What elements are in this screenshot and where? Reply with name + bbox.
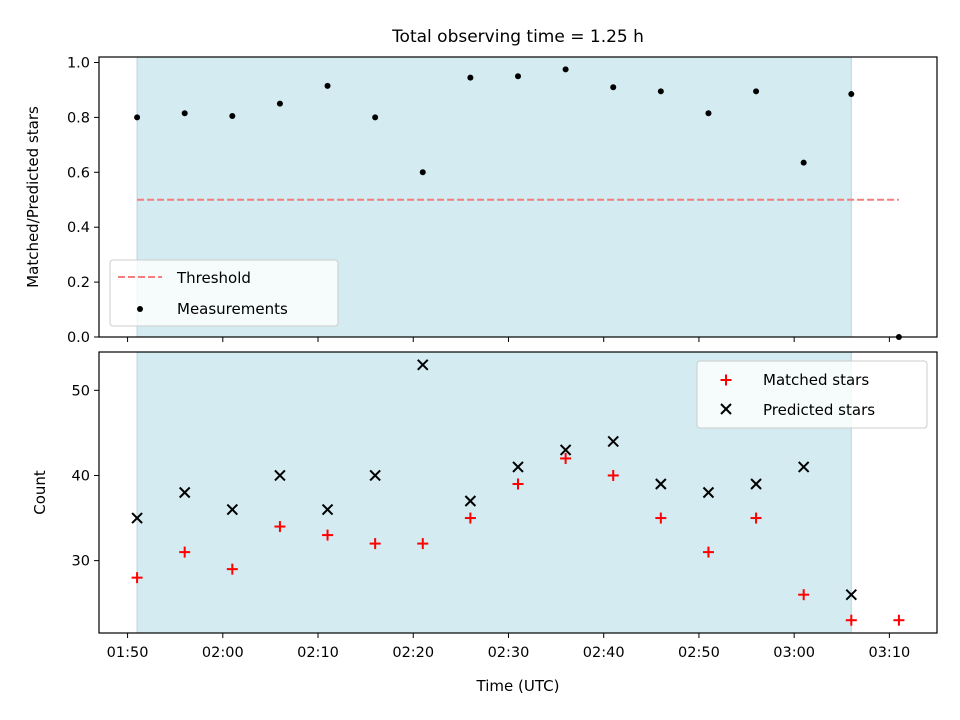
count-x-ticks: 01:50 02:00 02:10 02:20 02:30 02:40 02:50 03:00… <box>107 633 910 661</box>
matched-star-point <box>274 521 286 533</box>
predicted-star-point <box>321 503 334 516</box>
predicted-star-point <box>559 444 572 456</box>
measurement-point <box>705 110 712 117</box>
measurement-point <box>753 88 760 95</box>
matched-star-point <box>226 563 238 575</box>
matched-star-point <box>464 512 476 524</box>
measurement-point <box>848 91 855 98</box>
measurement-point <box>467 74 474 81</box>
x-tick-label: 03:00 <box>773 645 815 661</box>
count-axes-frame <box>98 351 938 634</box>
predicted-star-point <box>226 503 239 516</box>
measurement-point <box>657 88 664 95</box>
count-legend-box <box>696 360 928 429</box>
predicted-star-point <box>797 461 810 473</box>
predicted-star-point <box>464 495 477 507</box>
predicted-star-point <box>845 588 858 601</box>
count-points <box>131 359 905 626</box>
x-axis-label: Time (UTC) <box>476 677 560 695</box>
y-tick-label: 0.0 <box>67 330 90 346</box>
ratio-legend: Threshold Measurements <box>109 259 339 327</box>
measurement-point <box>800 159 807 166</box>
predicted-star-point <box>702 486 715 499</box>
matched-star-point <box>893 614 905 626</box>
y-tick-label: 0.4 <box>67 220 90 236</box>
matched-star-point <box>369 538 381 550</box>
measurement-point <box>229 113 236 120</box>
predicted-star-point <box>131 512 143 524</box>
matched-star-point <box>560 452 572 464</box>
legend-predicted-swatch <box>720 403 732 415</box>
x-tick-label: 02:30 <box>488 645 530 661</box>
y-tick-label: 40 <box>72 468 90 484</box>
matched-star-point <box>655 512 667 524</box>
measurement-point <box>181 110 188 117</box>
ratio-axes-frame <box>98 56 938 338</box>
predicted-star-point <box>417 359 429 371</box>
measurement-point <box>372 114 379 121</box>
y-tick-label: 0.8 <box>67 110 90 126</box>
ratio-x-ticks <box>127 337 890 342</box>
predicted-star-point <box>274 469 286 482</box>
ratio-panel: 0.0 0.2 0.4 0.6 0.8 1.0 Matched/Predicted sta… <box>24 55 938 346</box>
legend-measurements-label: Measurements <box>177 300 288 318</box>
measurement-points <box>134 66 902 340</box>
matched-star-point <box>750 512 762 524</box>
measurement-point <box>134 114 141 121</box>
count-panel: 30 40 50 01:50 02:00 02:10 02:20 02:30 02:40 02:… <box>31 351 938 661</box>
legend-matched-label: Matched stars <box>763 371 869 389</box>
y-tick-label: 0.2 <box>67 275 90 291</box>
count-y-ticks: 30 40 50 <box>72 383 99 570</box>
legend-predicted-label: Predicted stars <box>763 401 875 419</box>
measurement-point <box>610 84 617 91</box>
x-tick-label: 02:50 <box>678 645 720 661</box>
y-tick-label: 0.6 <box>67 165 90 181</box>
ratio-y-ticks: 0.0 0.2 0.4 0.6 0.8 1.0 <box>67 55 99 346</box>
predicted-star-point <box>369 469 381 482</box>
matched-star-point <box>179 546 191 558</box>
x-tick-label: 02:00 <box>202 645 244 661</box>
ratio-y-axis-label: Matched/Predicted stars <box>24 106 42 288</box>
legend-matched-swatch <box>720 374 732 386</box>
count-legend: Matched stars Predicted stars <box>696 360 928 429</box>
y-tick-label: 30 <box>72 554 90 570</box>
matched-star-point <box>512 478 524 490</box>
measurement-point <box>562 66 569 73</box>
predicted-star-point <box>655 478 667 490</box>
matched-star-point <box>845 614 857 626</box>
matched-star-point <box>798 589 810 601</box>
measurement-point <box>515 73 521 80</box>
predicted-star-point <box>178 486 191 499</box>
matched-star-point <box>607 469 619 481</box>
legend-x-marker <box>720 403 732 415</box>
x-tick-label: 03:10 <box>868 645 910 661</box>
matched-star-point <box>322 529 334 541</box>
figure-title: Total observing time = 1.25 h <box>391 27 644 47</box>
x-tick-label: 02:10 <box>297 645 339 661</box>
x-tick-label: 01:50 <box>107 645 149 661</box>
measurement-point <box>276 100 283 107</box>
matched-star-point <box>417 538 429 550</box>
y-tick-label: 1.0 <box>67 55 90 71</box>
ratio-legend-box <box>109 259 339 327</box>
matched-star-point <box>131 572 143 584</box>
legend-threshold-label: Threshold <box>176 269 251 287</box>
count-y-axis-label: Count <box>31 470 49 515</box>
predicted-star-point <box>607 435 619 448</box>
legend-measurements-swatch <box>137 306 143 312</box>
matched-star-point <box>702 546 714 558</box>
x-tick-label: 02:40 <box>583 645 625 661</box>
y-tick-label: 50 <box>72 383 90 399</box>
measurement-point <box>324 82 331 89</box>
measurement-point <box>419 169 426 176</box>
predicted-star-point <box>750 478 762 490</box>
x-tick-label: 02:20 <box>392 645 434 661</box>
predicted-star-point <box>512 461 524 473</box>
legend-plus-marker <box>720 374 732 386</box>
